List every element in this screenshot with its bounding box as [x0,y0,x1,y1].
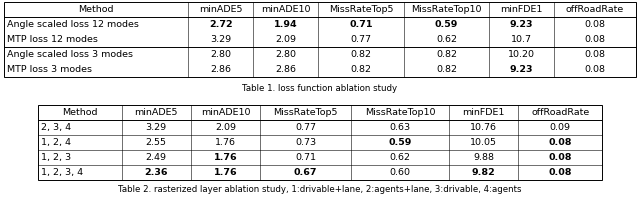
Text: MissRateTop5: MissRateTop5 [329,5,393,14]
Text: 0.62: 0.62 [390,153,410,162]
Text: 9.88: 9.88 [473,153,494,162]
Text: 0.63: 0.63 [390,123,411,132]
Text: 2.86: 2.86 [211,65,232,74]
Text: 2.86: 2.86 [275,65,296,74]
Text: 3.29: 3.29 [146,123,167,132]
Text: 2.55: 2.55 [146,138,167,147]
Text: MTP loss 3 modes: MTP loss 3 modes [7,65,92,74]
Text: MissRateTop10: MissRateTop10 [411,5,482,14]
Text: 0.67: 0.67 [294,168,317,177]
Text: 0.62: 0.62 [436,35,457,44]
Text: 0.82: 0.82 [351,50,371,59]
Text: 2.80: 2.80 [275,50,296,59]
Text: 10.76: 10.76 [470,123,497,132]
Text: 0.08: 0.08 [584,35,605,44]
Text: 0.71: 0.71 [349,20,372,29]
Text: 0.82: 0.82 [351,65,371,74]
Text: 0.08: 0.08 [584,50,605,59]
Text: 10.05: 10.05 [470,138,497,147]
Text: 2, 3, 4: 2, 3, 4 [41,123,71,132]
Text: 0.82: 0.82 [436,65,457,74]
Text: MissRateTop5: MissRateTop5 [273,108,338,117]
Text: 2.09: 2.09 [215,123,236,132]
Text: MissRateTop10: MissRateTop10 [365,108,435,117]
Text: 0.08: 0.08 [584,65,605,74]
Text: 1, 2, 4: 1, 2, 4 [41,138,71,147]
Text: 10.7: 10.7 [511,35,532,44]
Text: 0.82: 0.82 [436,50,457,59]
Text: 0.08: 0.08 [584,20,605,29]
Text: 0.08: 0.08 [548,138,572,147]
Text: 9.23: 9.23 [510,20,533,29]
Text: 0.73: 0.73 [295,138,316,147]
Text: 1.76: 1.76 [214,153,237,162]
Text: 0.08: 0.08 [548,168,572,177]
Text: 3.29: 3.29 [211,35,232,44]
Text: 1, 2, 3: 1, 2, 3 [41,153,71,162]
Text: 1.94: 1.94 [274,20,298,29]
Text: offRoadRate: offRoadRate [566,5,624,14]
Text: minADE5: minADE5 [134,108,178,117]
Text: 9.82: 9.82 [472,168,495,177]
Text: Table 1. loss function ablation study: Table 1. loss function ablation study [243,84,397,93]
Text: 2.36: 2.36 [145,168,168,177]
Text: 0.08: 0.08 [548,153,572,162]
Text: minFDE1: minFDE1 [463,108,505,117]
Text: MTP loss 12 modes: MTP loss 12 modes [7,35,98,44]
Text: Table 2. rasterized layer ablation study, 1:drivable+lane, 2:agents+lane, 3:driv: Table 2. rasterized layer ablation study… [118,185,522,194]
Bar [4,2,636,77]
Text: Angle scaled loss 12 modes: Angle scaled loss 12 modes [7,20,139,29]
Text: 1.76: 1.76 [214,168,237,177]
Text: Method: Method [79,5,114,14]
Text: offRoadRate: offRoadRate [531,108,589,117]
Text: 0.77: 0.77 [351,35,371,44]
Text: 0.59: 0.59 [435,20,458,29]
Text: minADE10: minADE10 [201,108,250,117]
Text: 1.76: 1.76 [215,138,236,147]
Text: 0.09: 0.09 [550,123,571,132]
Text: 10.20: 10.20 [508,50,535,59]
Text: 2.49: 2.49 [146,153,167,162]
Bar [38,105,602,180]
Text: minFDE1: minFDE1 [500,5,543,14]
Text: 1, 2, 3, 4: 1, 2, 3, 4 [41,168,83,177]
Text: 9.23: 9.23 [510,65,533,74]
Text: 2.72: 2.72 [209,20,233,29]
Text: 0.77: 0.77 [295,123,316,132]
Text: 0.59: 0.59 [388,138,412,147]
Text: 2.80: 2.80 [211,50,232,59]
Text: Method: Method [62,108,97,117]
Text: 0.60: 0.60 [390,168,410,177]
Text: minADE10: minADE10 [261,5,310,14]
Text: Angle scaled loss 3 modes: Angle scaled loss 3 modes [7,50,133,59]
Text: 0.71: 0.71 [295,153,316,162]
Text: 2.09: 2.09 [275,35,296,44]
Text: minADE5: minADE5 [199,5,243,14]
